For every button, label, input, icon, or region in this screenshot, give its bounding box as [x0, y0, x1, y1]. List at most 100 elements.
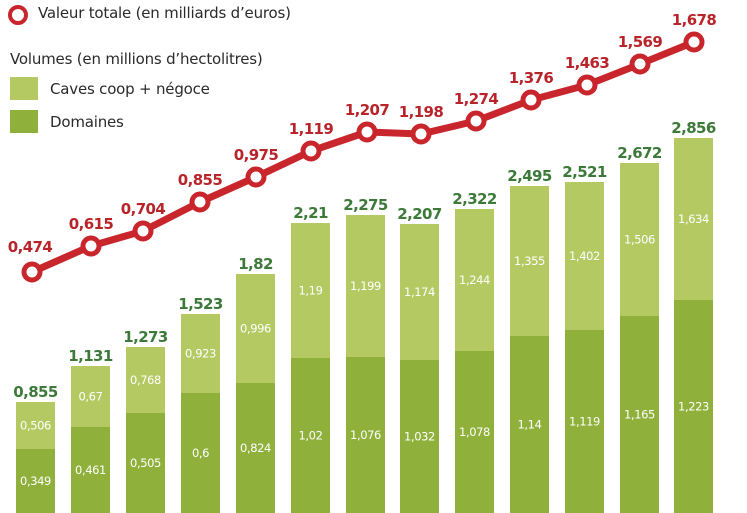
caves-coop-value-label: 1,199 [350, 279, 381, 293]
caves-coop-value-label: 0,768 [130, 373, 161, 387]
bar-caves-coop [620, 163, 659, 316]
value-point-marker-icon [629, 53, 651, 75]
caves-coop-value-label: 0,923 [185, 347, 216, 361]
value-point-marker-icon [189, 191, 211, 213]
domaines-legend-label: Domaines [50, 113, 124, 131]
bar-group: 1,19 1,02 2,21 [291, 204, 330, 513]
value-point-marker-icon [683, 31, 705, 53]
bar-group: 1,506 1,165 2,672 [617, 144, 662, 513]
value-point-marker-icon [21, 261, 43, 283]
volume-total-label: 2,21 [293, 204, 328, 222]
value-point-marker-icon [132, 220, 154, 242]
bar-caves-coop [71, 366, 110, 427]
value-label: 1,198 [399, 103, 444, 121]
bar-caves-coop [126, 347, 165, 413]
domaines-value-label: 1,165 [624, 408, 655, 422]
caves-coop-value-label: 1,244 [459, 273, 490, 287]
caves-coop-value-label: 1,402 [569, 249, 600, 263]
domaines-value-label: 1,119 [569, 415, 600, 429]
bar-domaines [236, 383, 275, 513]
bar-domaines [181, 393, 220, 513]
caves-coop-value-label: 0,506 [20, 419, 51, 433]
value-label: 0,855 [178, 171, 223, 189]
bar-group: 0,506 0,349 0,855 [13, 383, 58, 513]
value-point-marker-icon [245, 166, 267, 188]
volume-total-label: 1,82 [238, 255, 273, 273]
bar-group: 1,634 1,223 2,856 [671, 119, 716, 513]
value-label: 0,474 [8, 238, 53, 256]
value-label: 0,615 [69, 215, 114, 233]
domaines-value-label: 1,032 [404, 430, 435, 444]
bar-group: 0,768 0,505 1,273 [123, 328, 168, 513]
volume-total-label: 2,322 [452, 190, 497, 208]
domaines-value-label: 1,02 [298, 429, 322, 443]
value-label: 0,704 [121, 200, 166, 218]
bar-domaines [346, 357, 385, 513]
domaines-value-label: 0,349 [20, 474, 51, 488]
value-label: 1,569 [618, 33, 663, 51]
value-point-marker-icon [576, 74, 598, 96]
bar-domaines [510, 336, 549, 513]
volume-total-label: 2,207 [397, 205, 442, 223]
volume-total-label: 1,523 [178, 295, 223, 313]
value-point-marker-icon [80, 235, 102, 257]
volumes-legend-title: Volumes (en millions d’hectolitres) [10, 50, 263, 68]
value-label: 1,119 [289, 120, 334, 138]
caves-coop-value-label: 1,19 [298, 284, 322, 298]
bar-group: 1,244 1,078 2,322 [452, 190, 497, 513]
bar-group: 0,996 0,824 1,82 [236, 255, 275, 513]
value-point-marker-icon [465, 110, 487, 132]
line-legend-label: Valeur totale (en milliards d’euros) [38, 4, 291, 22]
volume-total-label: 0,855 [13, 383, 58, 401]
bar-domaines [565, 330, 604, 513]
bar-group: 1,355 1,14 2,495 [507, 167, 552, 513]
bar-domaines [674, 300, 713, 513]
bar-caves-coop [674, 138, 713, 300]
bar-group: 1,402 1,119 2,521 [562, 163, 607, 513]
volume-total-label: 2,495 [507, 167, 552, 185]
bar-caves-coop [236, 274, 275, 383]
caves-coop-value-label: 1,355 [514, 254, 545, 268]
caves-coop-legend-label: Caves coop + négoce [50, 80, 210, 98]
value-line: 0,474 0,615 0,704 0,855 0,975 1,119 1,207 1,198… [8, 11, 717, 283]
domaines-value-label: 0,505 [130, 456, 161, 470]
value-label: 0,975 [234, 146, 279, 164]
caves-coop-value-label: 0,67 [78, 390, 102, 404]
value-point-marker-icon [410, 123, 432, 145]
domaines-value-label: 0,6 [192, 446, 209, 460]
line-legend-marker-icon [8, 5, 28, 25]
bar-group: 1,174 1,032 2,207 [397, 205, 442, 513]
bar-caves-coop [346, 215, 385, 357]
domaines-value-label: 1,078 [459, 425, 490, 439]
value-point-marker-icon [300, 140, 322, 162]
bar-group: 0,67 0,461 1,131 [68, 347, 113, 513]
bar-domaines [16, 449, 55, 513]
caves-coop-value-label: 1,174 [404, 285, 435, 299]
bar-caves-coop [455, 209, 494, 351]
bar-caves-coop [291, 223, 330, 358]
volume-total-label: 2,521 [562, 163, 607, 181]
value-label: 1,678 [672, 11, 717, 29]
volume-total-label: 2,275 [343, 196, 388, 214]
bar-domaines [291, 358, 330, 513]
caves-coop-value-label: 0,996 [240, 322, 271, 336]
value-label: 1,463 [565, 54, 610, 72]
bar-caves-coop [400, 224, 439, 360]
bar-caves-coop [181, 314, 220, 393]
caves-coop-value-label: 1,634 [678, 212, 709, 226]
value-label: 1,207 [345, 101, 390, 119]
value-label: 1,376 [509, 69, 554, 87]
domaines-value-label: 1,14 [517, 418, 541, 432]
domaines-value-label: 1,076 [350, 428, 381, 442]
bar-domaines [71, 427, 110, 513]
bar-domaines [455, 351, 494, 513]
value-point-marker-icon [520, 89, 542, 111]
domaines-value-label: 0,461 [75, 463, 106, 477]
volume-total-label: 1,131 [68, 347, 113, 365]
bar-caves-coop [16, 402, 55, 449]
volume-total-label: 2,856 [671, 119, 716, 137]
domaines-swatch-icon [10, 110, 38, 133]
bar-caves-coop [510, 186, 549, 336]
domaines-value-label: 0,824 [240, 441, 271, 455]
